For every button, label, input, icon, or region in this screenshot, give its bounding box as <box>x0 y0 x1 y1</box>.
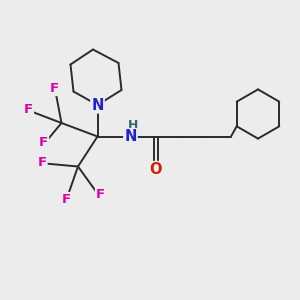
Text: F: F <box>24 103 33 116</box>
Text: H: H <box>128 118 138 132</box>
Text: F: F <box>39 136 48 149</box>
Text: N: N <box>91 98 104 112</box>
Text: N: N <box>124 129 137 144</box>
Text: F: F <box>50 82 58 95</box>
Text: F: F <box>96 188 105 202</box>
Text: F: F <box>61 193 70 206</box>
Text: F: F <box>38 155 46 169</box>
Text: O: O <box>150 162 162 177</box>
